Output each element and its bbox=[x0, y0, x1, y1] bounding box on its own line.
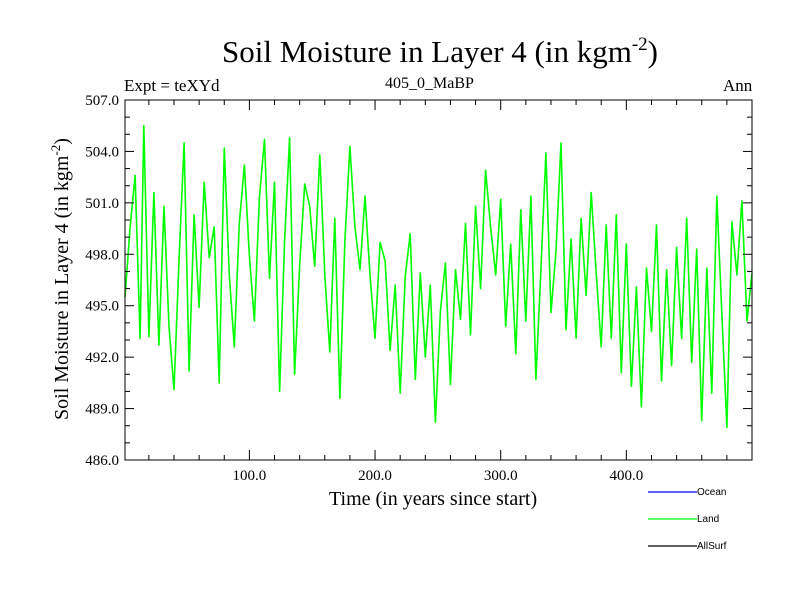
plot-frame bbox=[124, 99, 753, 461]
y-tick-label: 486.0 bbox=[85, 453, 119, 469]
x-tick-label: 400.0 bbox=[609, 468, 643, 484]
y-tick-label: 501.0 bbox=[85, 196, 119, 212]
legend-label-ocean: Ocean bbox=[697, 487, 727, 498]
y-tick-label: 492.0 bbox=[85, 350, 119, 366]
y-tick-label: 489.0 bbox=[85, 402, 119, 418]
legend-label-allsurf: AllSurf bbox=[697, 541, 727, 552]
x-tick-label: 200.0 bbox=[358, 468, 392, 484]
x-tick-label: 300.0 bbox=[484, 468, 518, 484]
season-label: Ann bbox=[723, 76, 753, 95]
experiment-label: Expt = teXYd bbox=[124, 76, 220, 95]
period-label: 405_0_MaBP bbox=[385, 75, 474, 92]
chart-title: Soil Moisture in Layer 4 (in kgm-2) bbox=[222, 34, 658, 69]
x-tick-label: 100.0 bbox=[233, 468, 267, 484]
y-tick-label: 507.0 bbox=[85, 93, 119, 109]
y-tick-label: 495.0 bbox=[85, 299, 119, 315]
x-axis-label: Time (in years since start) bbox=[329, 488, 538, 510]
y-tick-label: 504.0 bbox=[85, 144, 119, 160]
legend-label-land: Land bbox=[697, 514, 720, 525]
series-line-land bbox=[124, 124, 753, 429]
y-tick-label: 498.0 bbox=[85, 247, 119, 263]
